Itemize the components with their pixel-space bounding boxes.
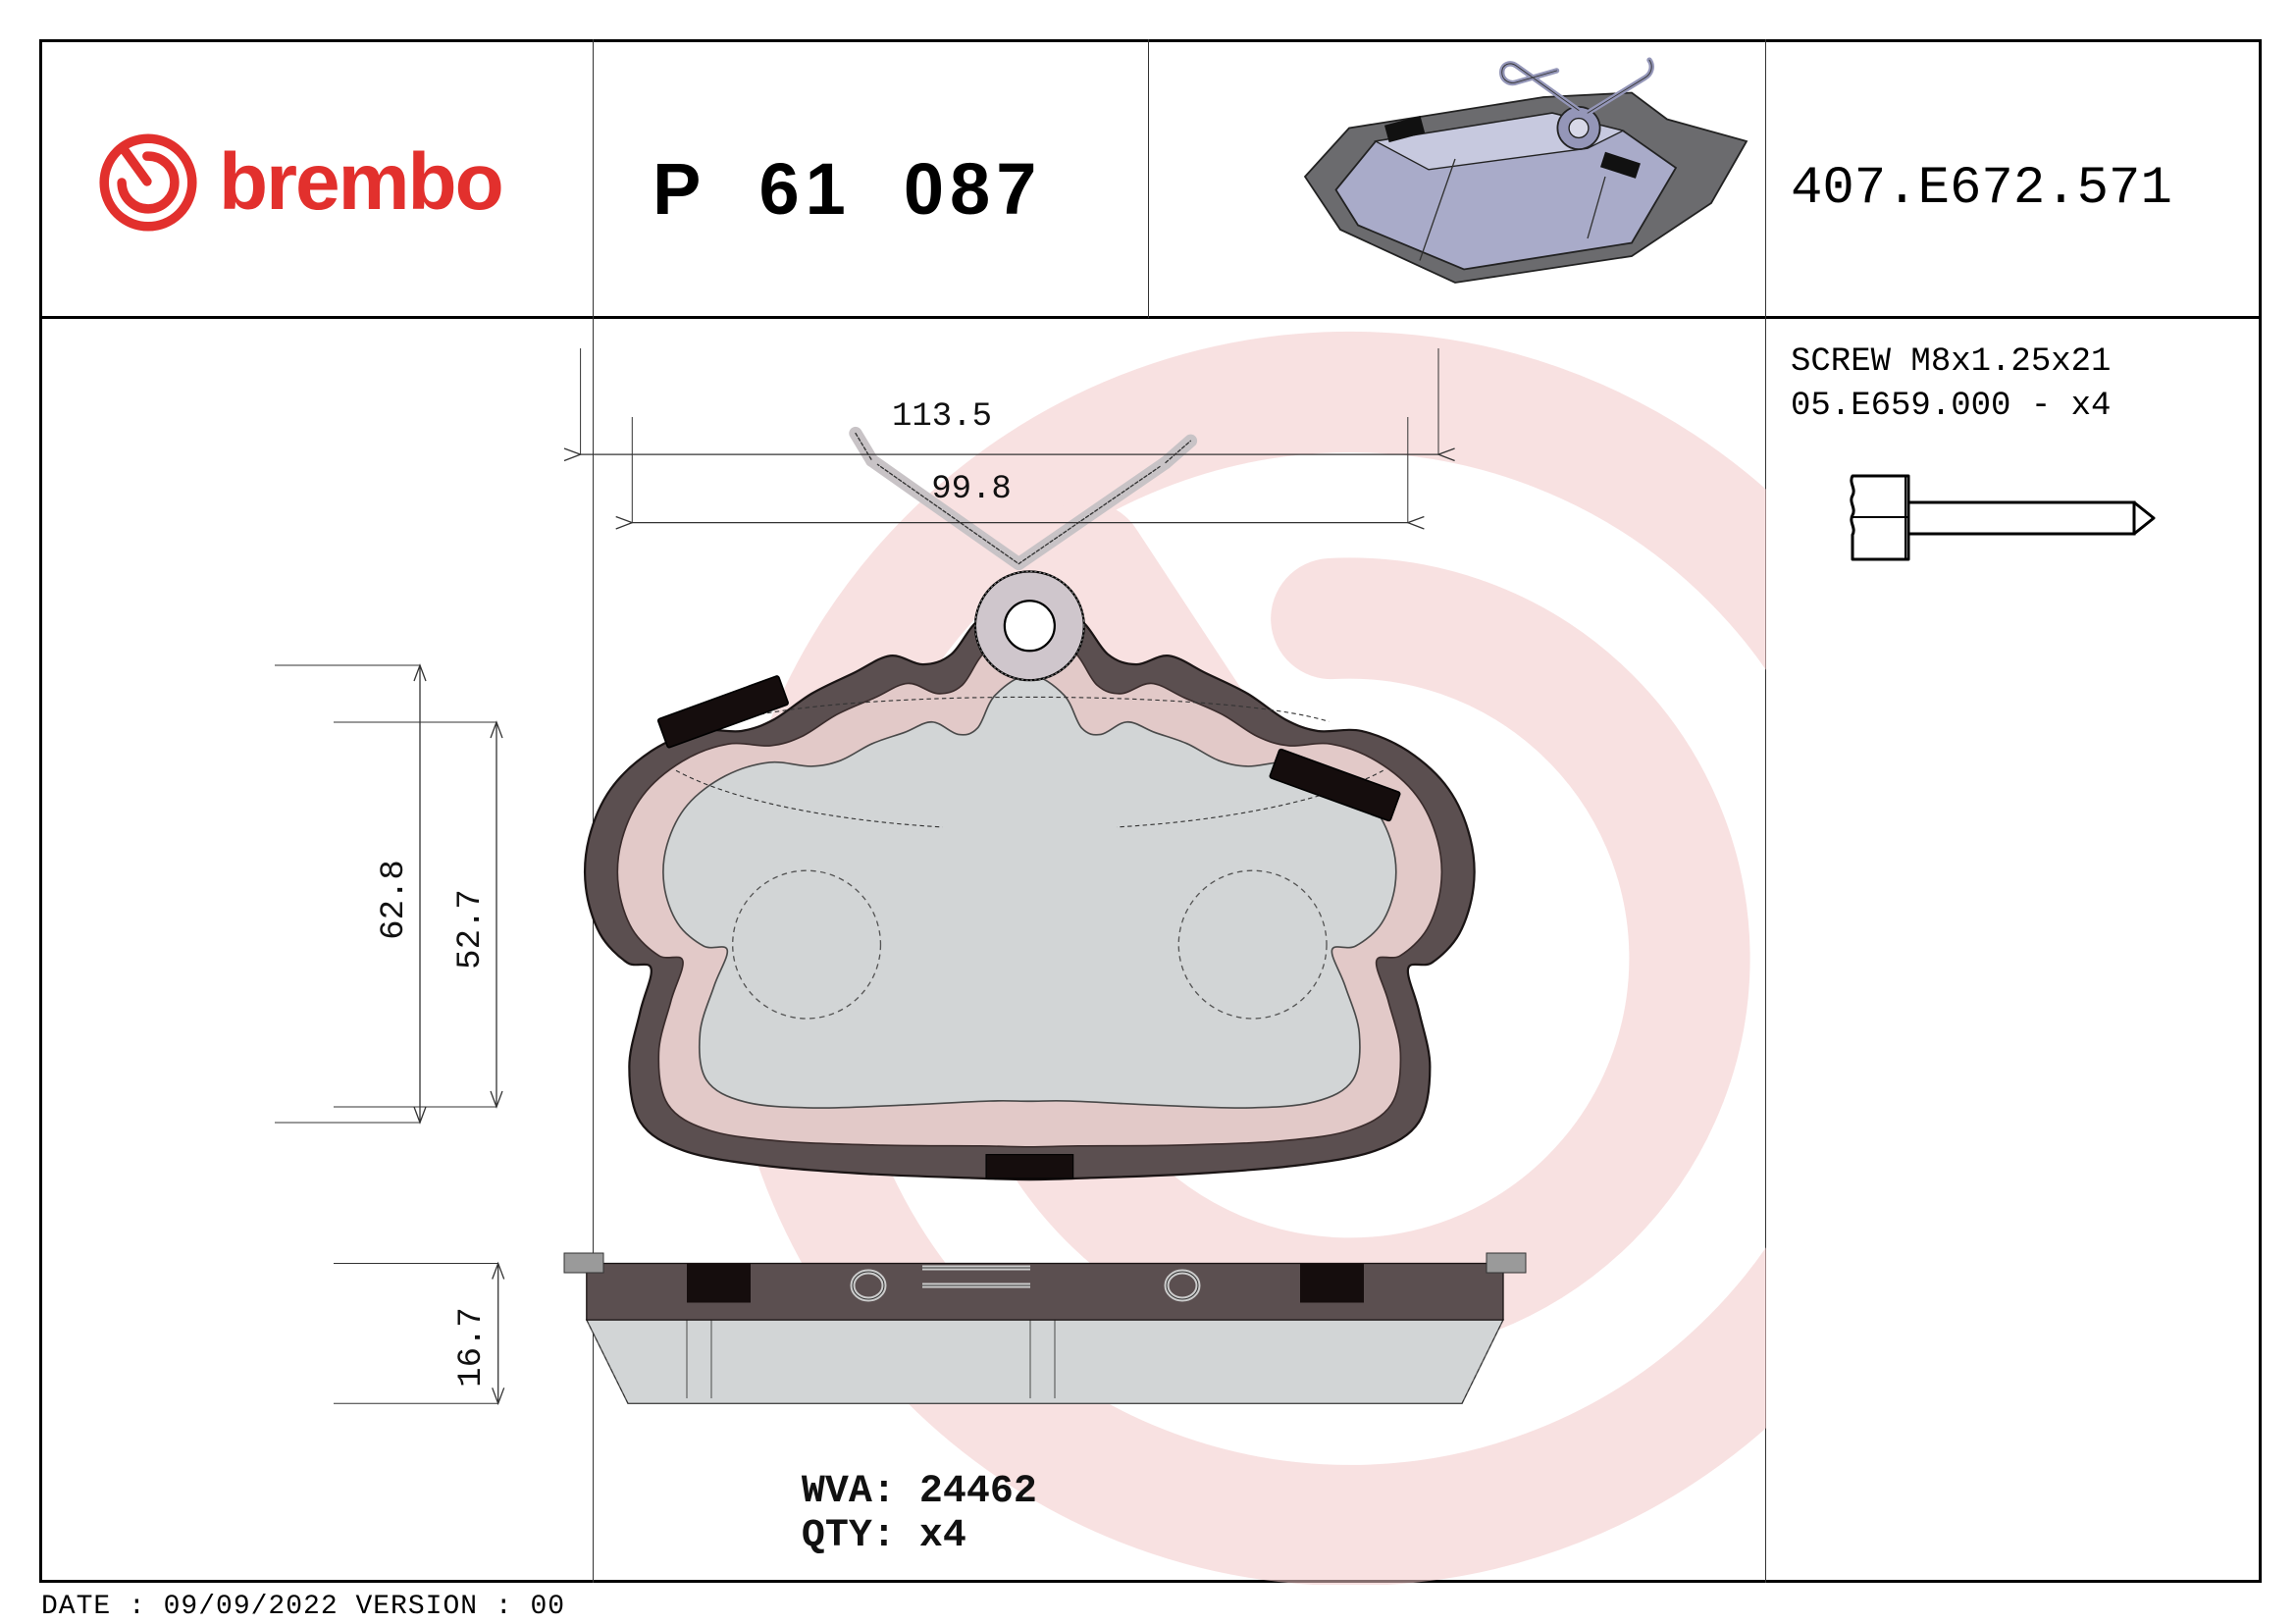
svg-text:113.5: 113.5 <box>892 398 992 436</box>
svg-text:WVA: 24462: WVA: 24462 <box>802 1470 1037 1514</box>
svg-text:52.7: 52.7 <box>452 889 490 969</box>
svg-text:QTY: x4: QTY: x4 <box>802 1514 966 1558</box>
svg-text:99.8: 99.8 <box>931 471 1012 508</box>
svg-text:62.8: 62.8 <box>376 860 413 940</box>
svg-text:16.7: 16.7 <box>453 1307 491 1388</box>
